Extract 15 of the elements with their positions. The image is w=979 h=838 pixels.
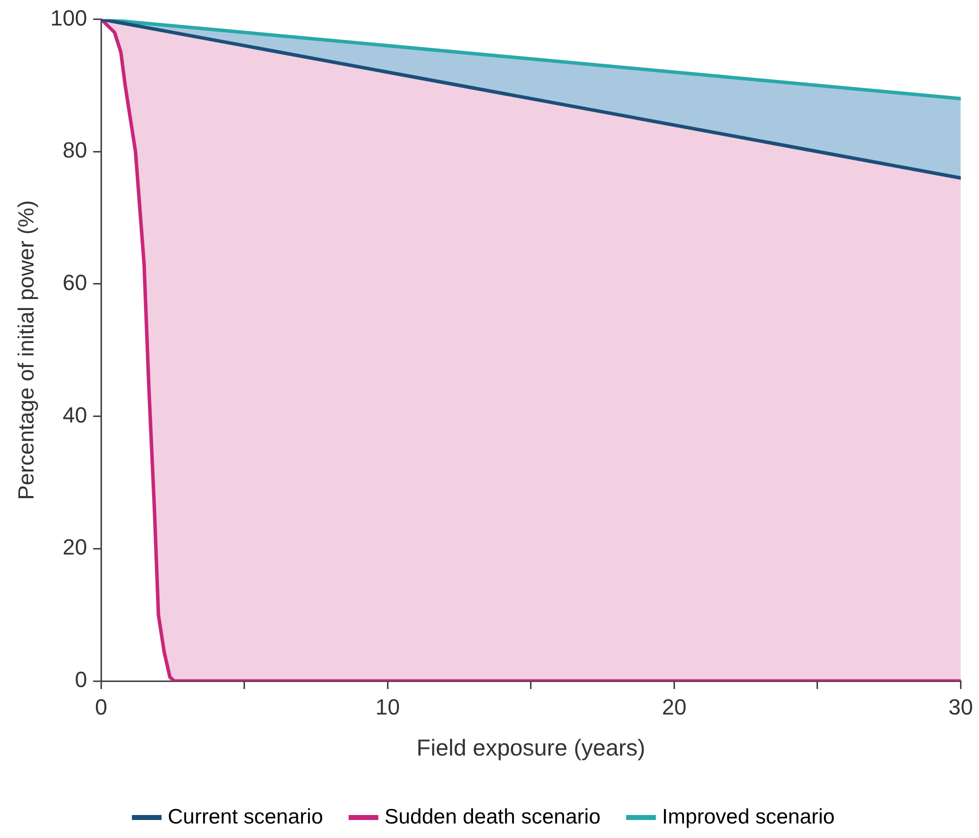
legend-label: Sudden death scenario [384,805,600,828]
y-tick-label: 100 [50,5,88,30]
y-tick-label: 40 [62,402,88,428]
x-axis-title: Field exposure (years) [416,734,646,761]
legend-label: Current scenario [168,805,323,828]
y-axis-title: Percentage of initial power (%) [13,200,38,500]
x-tick-label: 30 [948,694,974,720]
y-tick-label: 80 [62,138,88,163]
x-tick-label: 10 [375,694,400,720]
y-tick-label: 20 [62,534,88,560]
legend-label: Improved scenario [662,805,835,828]
x-tick-label: 0 [94,694,108,720]
x-tick-label: 20 [662,694,686,720]
y-tick-label: 60 [62,270,88,295]
y-tick-label: 0 [74,667,88,692]
